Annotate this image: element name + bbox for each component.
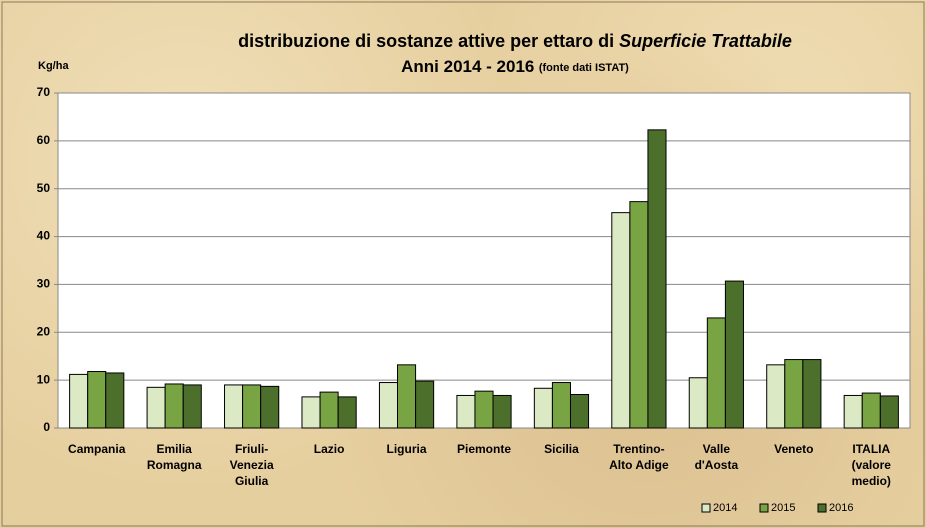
title-text: distribuzione di sostanze attive per ett…: [238, 31, 614, 51]
x-tick-label: Valle d'Aosta: [694, 442, 739, 472]
chart-title: distribuzione di sostanze attive per ett…: [238, 31, 792, 51]
x-tick-label: Lazio: [313, 442, 345, 456]
y-tick-label: 20: [37, 324, 51, 338]
x-tick-label: Liguria: [386, 442, 427, 456]
legend-swatch: [817, 503, 827, 513]
bar: [474, 390, 494, 429]
bar: [242, 384, 262, 429]
chart-subtitle: Anni 2014 - 2016 (fonte dati ISTAT): [401, 57, 629, 76]
bar: [492, 394, 512, 429]
x-tick-label: Friuli- Venezia Giulia: [229, 442, 274, 488]
bar: [784, 359, 804, 429]
title-italic: Superficie Trattabile: [619, 31, 792, 51]
y-tick-label: 70: [37, 85, 51, 99]
bar: [861, 392, 881, 429]
bar: [629, 201, 649, 429]
bar: [879, 395, 899, 429]
bar: [397, 364, 417, 429]
bar: [802, 359, 822, 429]
bar: [724, 280, 744, 429]
bar: [105, 372, 125, 429]
legend-swatch: [759, 503, 769, 513]
x-tick-label: ITALIA (valore medio): [851, 442, 891, 488]
bar: [456, 394, 476, 429]
bar: [688, 377, 708, 429]
y-tick-label: 60: [37, 133, 51, 147]
x-tick-label: Piemonte: [456, 442, 511, 456]
y-tick-label: 30: [37, 277, 51, 291]
legend-swatch: [701, 503, 711, 513]
bar: [87, 371, 107, 429]
y-tick-label: 50: [37, 181, 51, 195]
bar: [378, 382, 399, 429]
subtitle-text: Anni 2014 - 2016: [401, 57, 534, 76]
bar: [647, 129, 667, 429]
bar: [766, 364, 786, 429]
x-tick-label: Trentino- Alto Adige: [609, 442, 669, 472]
y-tick-label: 10: [37, 372, 51, 386]
bar: [569, 394, 590, 429]
bar: [301, 396, 321, 429]
bar: [843, 394, 863, 429]
y-axis-label: Kg/ha: [38, 60, 69, 72]
x-tick-label: Veneto: [774, 442, 814, 456]
bar: [224, 384, 244, 429]
bar: [69, 373, 89, 429]
legend-label: 2016: [829, 502, 853, 514]
y-tick-label: 0: [43, 420, 50, 434]
x-tick-label: Sicilia: [544, 442, 579, 456]
bar: [415, 380, 435, 429]
bar: [164, 383, 184, 429]
x-tick-label: Emilia Romagna: [146, 442, 202, 472]
legend-label: 2015: [771, 502, 795, 514]
subtitle-note: (fonte dati ISTAT): [539, 62, 629, 74]
bar: [182, 384, 202, 429]
bar: [337, 396, 357, 429]
legend-label: 2014: [713, 502, 737, 514]
bar: [260, 385, 280, 429]
y-tick-label: 40: [37, 229, 51, 243]
bar: [533, 387, 553, 429]
bar: [319, 391, 339, 429]
bar: [706, 317, 726, 429]
bar: [551, 382, 571, 429]
x-tick-label: Campania: [68, 442, 126, 456]
bar: [146, 386, 166, 429]
bar: [611, 212, 631, 429]
